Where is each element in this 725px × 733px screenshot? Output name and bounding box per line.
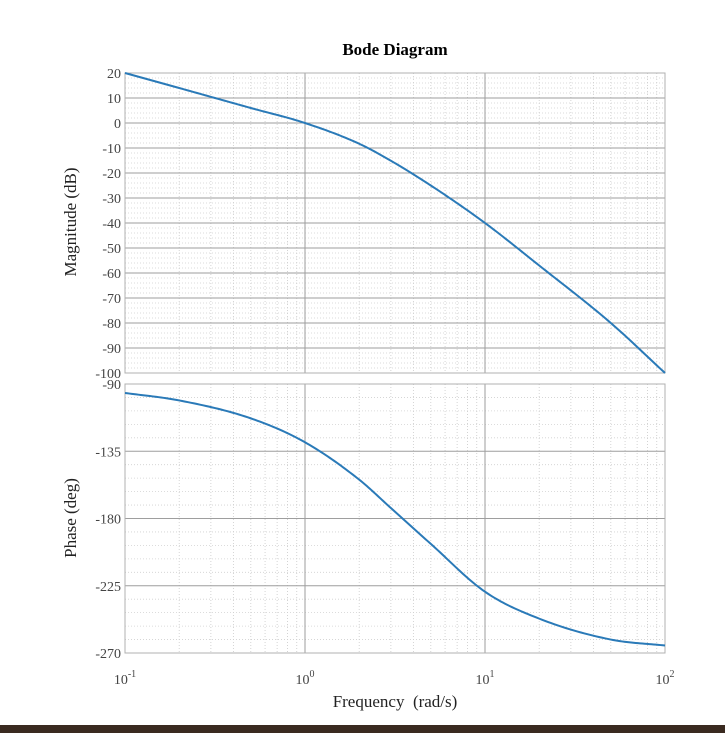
phase-axis-label: Phase (deg)	[61, 478, 80, 558]
magnitude-curve	[124, 72, 666, 374]
phase-grid	[124, 383, 666, 654]
magnitude-y-tick-label: -70	[102, 292, 121, 307]
frequency-axis-label: Frequency (rad/s)	[333, 692, 458, 711]
magnitude-y-tick-label: 10	[107, 92, 121, 107]
magnitude-y-tick-label: -80	[102, 317, 121, 332]
frequency-tick-label: 102	[656, 669, 675, 688]
magnitude-y-tick-label: -50	[102, 242, 121, 257]
magnitude-y-tick-label: 20	[107, 67, 121, 82]
window-bottom-edge	[0, 725, 725, 733]
magnitude-y-tick-label: 0	[114, 117, 121, 132]
magnitude-y-ticks: 20 10 0 -10 -20 -30 -40 -50 -60 -70 -80 -90 -100	[95, 67, 121, 382]
magnitude-y-tick-label: -100	[95, 367, 121, 382]
phase-y-tick-label: -90	[102, 378, 121, 393]
frequency-tick-label: 10-1	[114, 669, 136, 688]
phase-panel: -90 -135 -180 -225 -270 Phase (deg)	[61, 378, 666, 662]
frequency-tick-label: 101	[476, 669, 495, 688]
magnitude-axis-label: Magnitude (dB)	[61, 167, 80, 276]
phase-y-ticks: -90 -135 -180 -225 -270	[95, 378, 121, 662]
phase-plot-frame	[124, 383, 666, 654]
magnitude-y-tick-label: -60	[102, 267, 121, 282]
magnitude-grid	[124, 72, 666, 374]
phase-y-tick-label: -135	[95, 445, 121, 460]
frequency-ticks: 10-1 100 101 102	[114, 669, 675, 688]
phase-y-tick-label: -180	[95, 513, 121, 528]
phase-y-tick-label: -225	[95, 580, 121, 595]
phase-curve	[124, 391, 666, 647]
phase-y-tick-label: -270	[95, 647, 121, 662]
magnitude-plot-frame	[124, 72, 666, 374]
chart-title: Bode Diagram	[342, 40, 447, 59]
magnitude-y-tick-label: -10	[102, 142, 121, 157]
magnitude-panel: 20 10 0 -10 -20 -30 -40 -50 -60 -70 -80 -90 -100 Mag…	[61, 67, 666, 382]
magnitude-y-tick-label: -40	[102, 217, 121, 232]
magnitude-y-tick-label: -30	[102, 192, 121, 207]
magnitude-y-tick-label: -20	[102, 167, 121, 182]
magnitude-y-tick-label: -90	[102, 342, 121, 357]
frequency-tick-label: 100	[296, 669, 315, 688]
